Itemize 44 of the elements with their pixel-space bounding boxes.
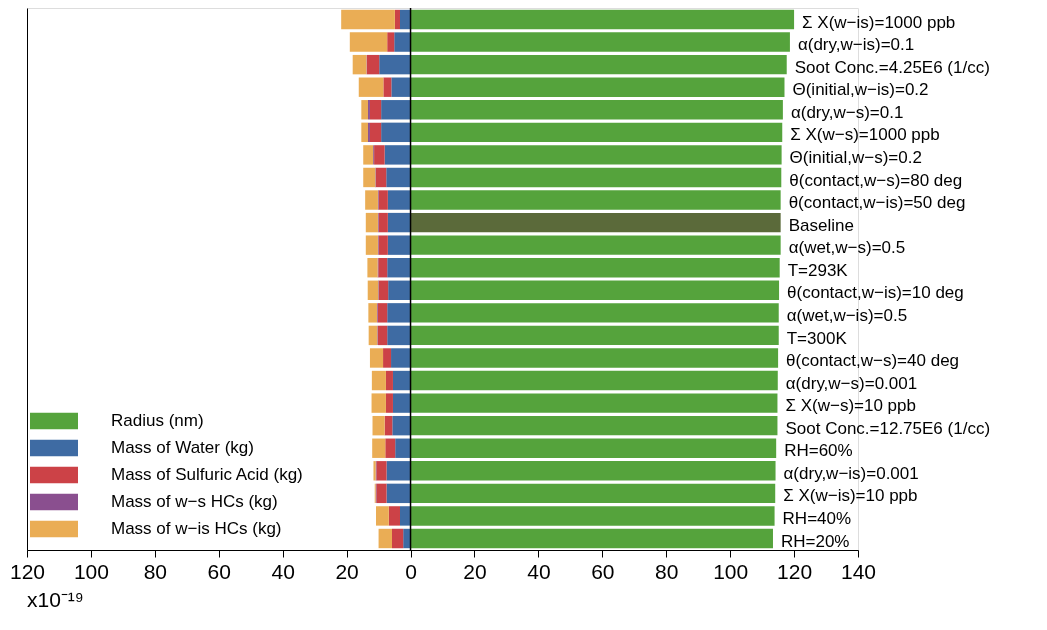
y-tick-label: θ(contact,w−is)=10 deg bbox=[787, 283, 964, 303]
y-tick-label: θ(contact,w−s)=40 deg bbox=[786, 351, 960, 371]
y-tick-label: Θ(initial,w−s)=0.2 bbox=[789, 147, 922, 167]
x-tick-label: 100 bbox=[73, 559, 109, 583]
y-tick-label: RH=20% bbox=[780, 531, 850, 551]
y-tick-label: Σ X(w−s)=1000 ppb bbox=[790, 125, 940, 145]
y-tick-label: α(dry,w−s)=0.001 bbox=[785, 373, 918, 393]
y-tick-label: T=300K bbox=[786, 328, 848, 348]
y-tick-label: RH=60% bbox=[784, 441, 853, 461]
x-tick-label: 20 bbox=[335, 559, 359, 583]
x-tick-label: 60 bbox=[207, 559, 231, 583]
x-tick-label: 120 bbox=[9, 559, 46, 583]
legend-label: Mass of Sulfuric Acid (kg) bbox=[111, 465, 303, 484]
x-tick-label: 20 bbox=[463, 559, 487, 583]
legend-label: Mass of w−is HCs (kg) bbox=[111, 519, 282, 538]
x-tick-label: 80 bbox=[143, 559, 168, 583]
y-tick-label: Baseline bbox=[788, 215, 854, 235]
x-tick-label: 100 bbox=[713, 559, 749, 583]
x-tick-label: 40 bbox=[527, 559, 551, 583]
y-tick-label: T=293K bbox=[787, 260, 849, 280]
x-tick-label: 80 bbox=[655, 559, 679, 583]
y-tick-label: θ(contact,w−is)=50 deg bbox=[788, 193, 966, 213]
x-tick-label: 140 bbox=[840, 559, 877, 583]
legend-label: Radius (nm) bbox=[111, 411, 204, 430]
y-tick-label: Σ X(w−s)=10 ppb bbox=[785, 396, 916, 416]
y-tick-label: Θ(initial,w−is)=0.2 bbox=[792, 80, 929, 100]
y-tick-label: α(dry,w−is)=0.1 bbox=[797, 35, 915, 55]
y-tick-label: RH=40% bbox=[782, 509, 852, 529]
x-tick-label: 40 bbox=[271, 559, 295, 583]
text: x10⁻¹⁹ bbox=[27, 588, 84, 611]
legend-label: Mass of w−s HCs (kg) bbox=[111, 492, 278, 511]
x-tick-label: 60 bbox=[591, 559, 615, 583]
y-tick-label: α(wet,w−is)=0.5 bbox=[786, 305, 908, 325]
y-tick-label: θ(contact,w−s)=80 deg bbox=[789, 170, 963, 190]
x-tick-label: 0 bbox=[405, 559, 417, 583]
legend-label: Mass of Water (kg) bbox=[111, 438, 254, 457]
y-tick-label: Soot Conc.=12.75E6 (1/cc) bbox=[785, 418, 991, 438]
y-tick-label: α(dry,w−s)=0.1 bbox=[790, 102, 904, 122]
y-tick-label: Σ X(w−is)=10 ppb bbox=[783, 486, 918, 506]
y-tick-label: α(wet,w−s)=0.5 bbox=[788, 238, 906, 258]
y-tick-label: α(dry,w−is)=0.001 bbox=[783, 463, 919, 483]
x-tick-label: 120 bbox=[777, 559, 813, 583]
y-tick-label: Σ X(w−is)=1000 ppb bbox=[802, 12, 956, 32]
y-tick-label: Soot Conc.=4.25E6 (1/cc) bbox=[794, 57, 990, 77]
